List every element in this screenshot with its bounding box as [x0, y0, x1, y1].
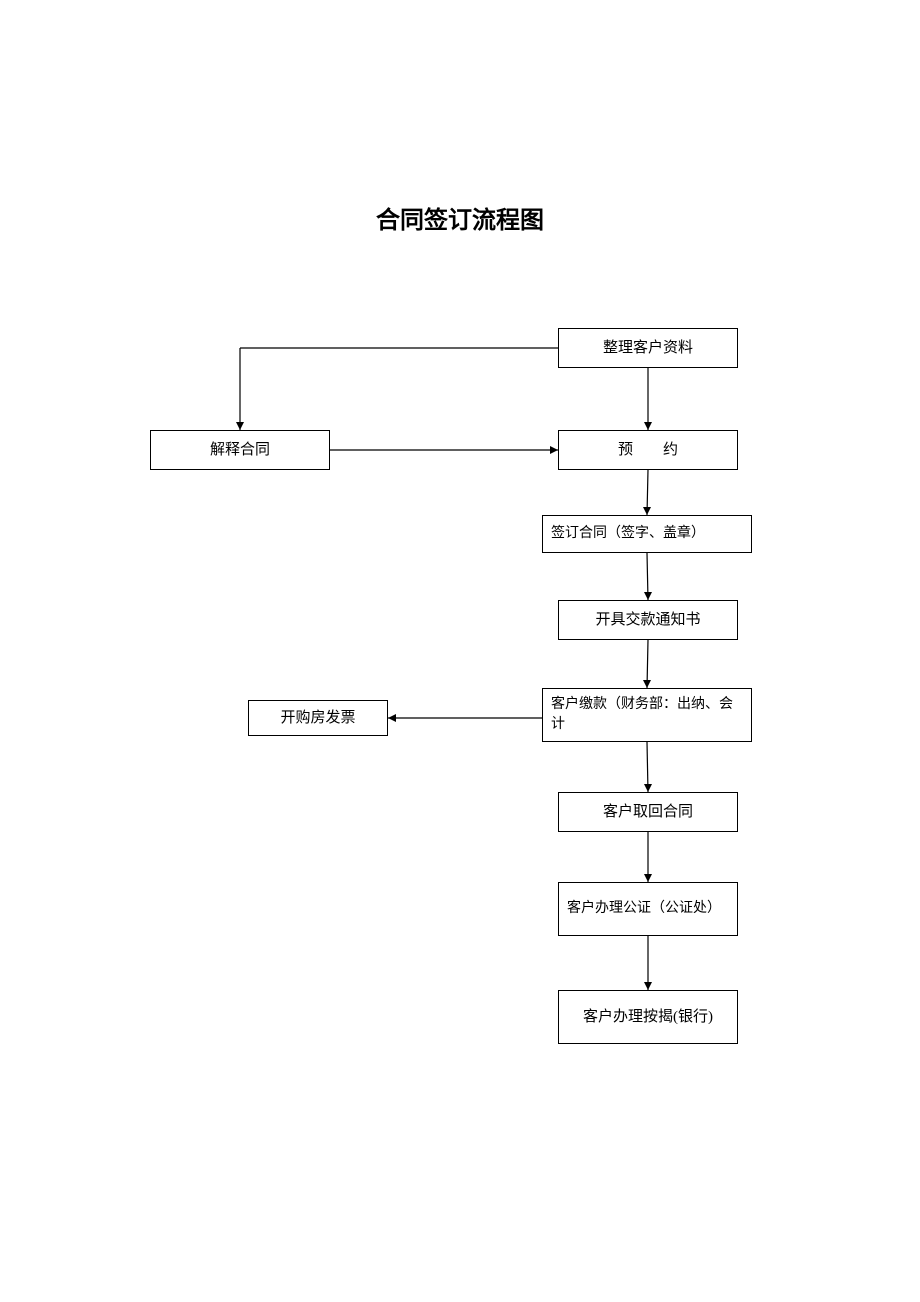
flow-node-label: 解释合同	[210, 440, 270, 461]
flow-edge	[388, 708, 542, 728]
flow-edge	[330, 440, 558, 460]
flow-node-label: 客户办理公证（公证处）	[567, 899, 721, 919]
flow-edge	[637, 742, 658, 792]
flow-node-label: 客户办理按揭(银行)	[583, 1007, 713, 1028]
flow-node-n1: 整理客户资料	[558, 328, 738, 368]
flow-edge	[638, 832, 658, 882]
flow-edge	[238, 346, 562, 434]
flow-node-n4: 签订合同（签字、盖章）	[542, 515, 752, 553]
flow-node-label: 整理客户资料	[603, 338, 693, 359]
flow-node-label: 签订合同（签字、盖章）	[551, 524, 705, 544]
flow-edge	[637, 470, 658, 515]
flow-node-n5: 开具交款通知书	[558, 600, 738, 640]
flow-node-label: 预 约	[618, 440, 678, 461]
flow-node-n9: 客户办理公证（公证处）	[558, 882, 738, 936]
flow-node-label: 客户缴款（财务部：出纳、会计	[551, 695, 743, 734]
flow-node-n3: 预 约	[558, 430, 738, 470]
flow-node-n2: 解释合同	[150, 430, 330, 470]
flow-node-n8: 客户取回合同	[558, 792, 738, 832]
flow-edge	[638, 936, 658, 990]
flow-node-n6: 客户缴款（财务部：出纳、会计	[542, 688, 752, 742]
flow-node-label: 开购房发票	[280, 708, 355, 729]
flow-node-n10: 客户办理按揭(银行)	[558, 990, 738, 1044]
page-title: 合同签订流程图	[0, 200, 920, 235]
flow-node-label: 开具交款通知书	[595, 610, 700, 631]
flow-node-label: 客户取回合同	[603, 802, 693, 823]
flow-edge	[638, 368, 658, 430]
flow-edge	[637, 640, 658, 688]
flow-node-n7: 开购房发票	[248, 700, 388, 736]
flow-edge	[637, 553, 658, 600]
